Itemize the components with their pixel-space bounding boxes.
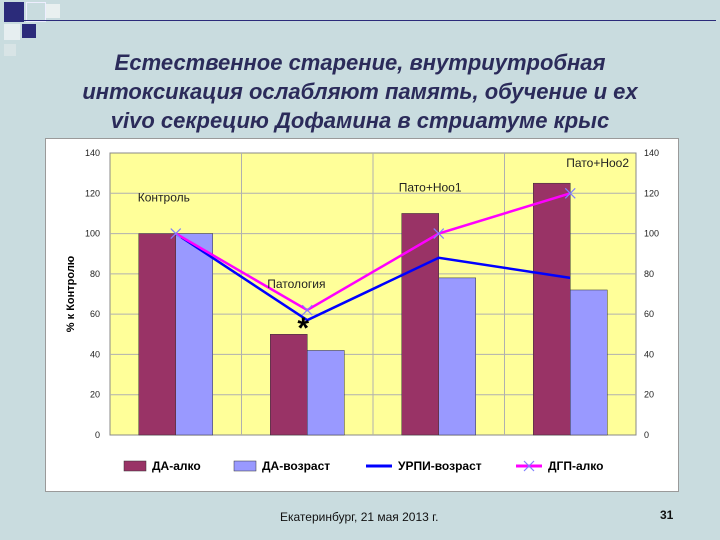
y-tick-label-left: 100: [85, 229, 100, 239]
footer-text: Екатеринбург, 21 мая 2013 г.: [280, 510, 439, 524]
legend-label: ДГП-алко: [548, 459, 603, 473]
y-tick-label-left: 80: [90, 269, 100, 279]
y-tick-label-right: 140: [644, 148, 659, 158]
corner-square-4: [4, 24, 20, 40]
y-tick-label-left: 140: [85, 148, 100, 158]
y-tick-label-right: 40: [644, 349, 654, 359]
slide-title: Естественное старение, внутриутробная ин…: [40, 48, 680, 135]
corner-square-5: [22, 24, 36, 38]
title-line-1: Естественное старение, внутриутробная: [114, 50, 606, 75]
bar-da-alko: [533, 182, 571, 436]
category-label: Пато+Ноо1: [399, 180, 462, 194]
y-tick-label-right: 60: [644, 309, 654, 319]
category-label: Контроль: [138, 191, 190, 205]
line-urpi-vozrast: [175, 232, 571, 322]
y-tick-label-right: 120: [644, 188, 659, 198]
legend-swatch: [233, 460, 257, 472]
bar-da-vozrast: [175, 233, 213, 436]
title-line-3: vivo секрецию Дофамина в стриатуме крыс: [110, 108, 610, 133]
bar-da-alko: [270, 334, 308, 436]
y-tick-label-left: 60: [90, 309, 100, 319]
legend-marker: [523, 460, 535, 472]
chart-svg: 0 0 20 20 40 40 60 60 80 80 100 100 120 120 140 140 Кон…: [65, 148, 659, 473]
legend-label: ДА-алко: [152, 459, 201, 473]
bar-da-vozrast: [307, 350, 345, 436]
title-line-2: интоксикация ослабляют память, обучение …: [82, 79, 638, 104]
y-tick-label-left: 20: [90, 390, 100, 400]
y-tick-label-right: 20: [644, 390, 654, 400]
y-tick-label-right: 0: [644, 430, 649, 440]
y-tick-label-right: 80: [644, 269, 654, 279]
bar-da-vozrast: [438, 277, 476, 436]
corner-square-2: [26, 2, 46, 22]
category-label: Патология: [267, 277, 325, 291]
point-marker-dgp-alko: [170, 228, 182, 239]
significance-asterisk: *: [297, 312, 309, 345]
point-marker-dgp-alko: [433, 228, 445, 239]
category-label: Пато+Ноо2: [566, 156, 629, 170]
bar-da-alko: [401, 213, 439, 436]
y-axis-label: % к Контролю: [65, 256, 77, 332]
corner-square-1: [4, 2, 24, 22]
top-line: [10, 20, 716, 21]
chart-frame: 0 0 20 20 40 40 60 60 80 80 100 100 120 120 140 140 Кон…: [45, 138, 679, 492]
y-tick-label-left: 120: [85, 188, 100, 198]
point-marker-dgp-alko: [301, 304, 313, 316]
legend-label: ДА-возраст: [262, 459, 330, 473]
legend-label: УРПИ-возраст: [398, 459, 482, 473]
legend-swatch: [123, 460, 147, 472]
y-tick-label-left: 40: [90, 349, 100, 359]
point-marker-dgp-alko: [564, 187, 576, 199]
bar-da-alko: [138, 233, 176, 436]
page-number: 31: [660, 508, 674, 522]
corner-square-3: [46, 4, 60, 18]
y-tick-label-left: 0: [95, 430, 100, 440]
corner-square-6: [4, 44, 16, 56]
line-dgp-alko: [175, 192, 571, 312]
y-tick-label-right: 100: [644, 229, 659, 239]
bar-da-vozrast: [570, 289, 608, 436]
